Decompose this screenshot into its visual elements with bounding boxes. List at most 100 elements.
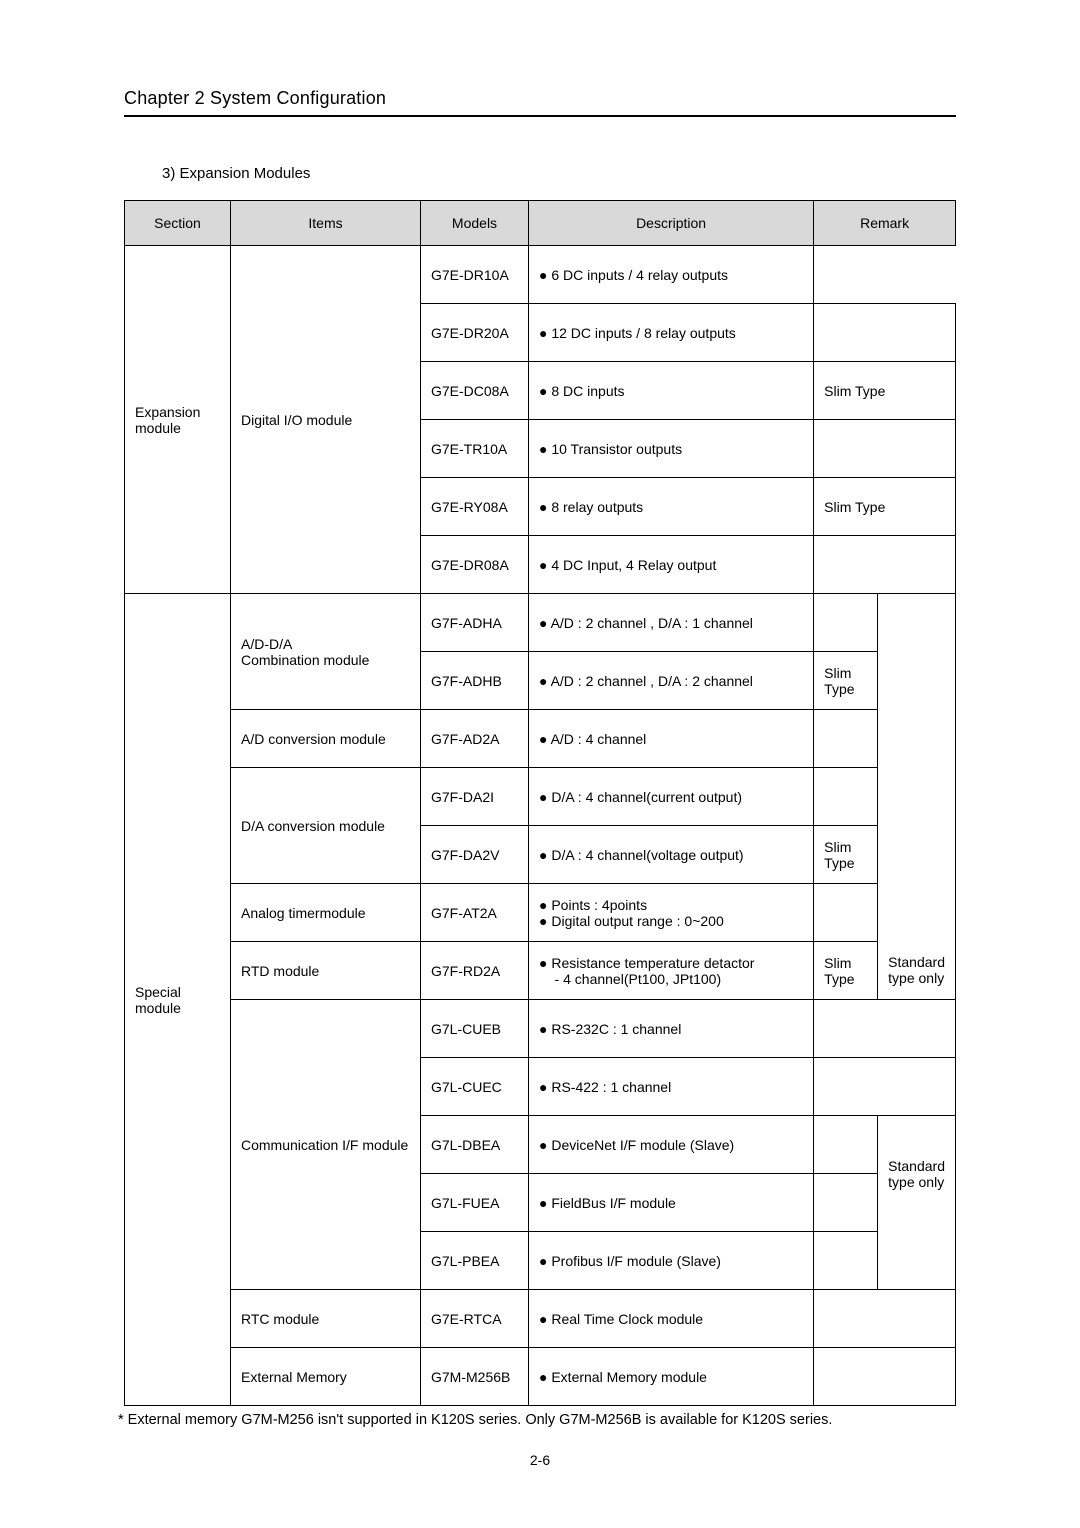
remark-label: Type: [824, 855, 854, 871]
desc-cell: ● A/D : 2 channel , D/A : 2 channel: [529, 652, 814, 710]
model-cell: G7F-AD2A: [421, 710, 529, 768]
model-cell: G7E-DC08A: [421, 362, 529, 420]
desc-label: ● Digital output range : 0~200: [539, 913, 724, 929]
desc-cell: ● Resistance temperature detactor - 4 ch…: [529, 942, 814, 1000]
remark-label: Standard: [888, 954, 945, 970]
model-cell: G7L-CUEC: [421, 1058, 529, 1116]
item-analog-timer: Analog timermodule: [231, 884, 421, 942]
desc-cell: ● D/A : 4 channel(current output): [529, 768, 814, 826]
table-header-row: Section Items Models Description Remark: [125, 201, 956, 246]
remark-cell: [814, 768, 878, 826]
remark-label: Type: [824, 681, 854, 697]
remark-cell: Slim Type: [814, 362, 956, 420]
remark-cell: [814, 536, 956, 594]
remark-cell: [814, 884, 878, 942]
section-label: module: [135, 420, 181, 436]
table-row: Expansion module Digital I/O module G7E-…: [125, 246, 956, 304]
remark-cell: [814, 1174, 878, 1232]
section-label: Expansion: [135, 404, 200, 420]
desc-cell: ● RS-232C : 1 channel: [529, 1000, 814, 1058]
remark-cell: Standard type only: [878, 1116, 956, 1232]
desc-cell: ● 8 relay outputs: [529, 478, 814, 536]
desc-label: - 4 channel(Pt100, JPt100): [539, 971, 721, 987]
remark-cell: [814, 1000, 956, 1058]
desc-cell: ● 10 Transistor outputs: [529, 420, 814, 478]
model-cell: G7M-M256B: [421, 1348, 529, 1406]
remark-cell: [814, 1348, 956, 1406]
item-rtd: RTD module: [231, 942, 421, 1000]
desc-cell: ● D/A : 4 channel(voltage output): [529, 826, 814, 884]
remark-label: Standard: [888, 1158, 945, 1174]
chapter-header: Chapter 2 System Configuration: [124, 88, 956, 117]
remark-label: Slim: [824, 839, 851, 855]
col-section: Section: [125, 201, 231, 246]
desc-cell: ● Profibus I/F module (Slave): [529, 1232, 814, 1290]
col-items: Items: [231, 201, 421, 246]
remark-cell: [814, 710, 878, 768]
model-cell: G7E-TR10A: [421, 420, 529, 478]
model-cell: G7F-RD2A: [421, 942, 529, 1000]
remark-label: type only: [888, 970, 944, 986]
section-label: module: [135, 1000, 181, 1016]
model-cell: G7E-DR08A: [421, 536, 529, 594]
subheading-expansion-modules: 3) Expansion Modules: [162, 165, 956, 182]
item-digital-io: Digital I/O module: [231, 246, 421, 594]
section-label: Special: [135, 984, 181, 1000]
model-cell: G7L-DBEA: [421, 1116, 529, 1174]
model-cell: G7L-CUEB: [421, 1000, 529, 1058]
remark-label: Slim: [824, 955, 851, 971]
desc-cell: ● A/D : 2 channel , D/A : 1 channel: [529, 594, 814, 652]
page-number: 2-6: [0, 1452, 1080, 1468]
page-container: Chapter 2 System Configuration 3) Expans…: [0, 0, 1080, 1428]
model-cell: G7F-AT2A: [421, 884, 529, 942]
model-cell: G7F-DA2V: [421, 826, 529, 884]
model-cell: G7E-RTCA: [421, 1290, 529, 1348]
model-cell: G7E-DR10A: [421, 246, 529, 304]
item-external-memory: External Memory: [231, 1348, 421, 1406]
remark-cell: [814, 1116, 878, 1174]
table-row: Analog timermodule G7F-AT2A ● Points : 4…: [125, 884, 956, 942]
desc-label: ● Points : 4points: [539, 897, 647, 913]
remark-label: Type: [824, 971, 854, 987]
desc-cell: ● External Memory module: [529, 1348, 814, 1406]
remark-cell: [878, 1232, 956, 1290]
item-label: A/D-D/A: [241, 636, 292, 652]
item-communication-if: Communication I/F module: [231, 1000, 421, 1290]
remark-cell: [814, 420, 956, 478]
table-row: Special module A/D-D/A Combination modul…: [125, 594, 956, 652]
item-ad-da-combination: A/D-D/A Combination module: [231, 594, 421, 710]
model-cell: G7F-ADHA: [421, 594, 529, 652]
desc-cell: ● 12 DC inputs / 8 relay outputs: [529, 304, 814, 362]
item-ad-conversion: A/D conversion module: [231, 710, 421, 768]
desc-cell: ● 4 DC Input, 4 Relay output: [529, 536, 814, 594]
remark-cell: Slim Type: [814, 826, 878, 884]
col-description: Description: [529, 201, 814, 246]
desc-cell: ● Real Time Clock module: [529, 1290, 814, 1348]
item-label: Combination module: [241, 652, 369, 668]
table-row: RTD module G7F-RD2A ● Resistance tempera…: [125, 942, 956, 1000]
remark-label: Slim: [824, 665, 851, 681]
model-cell: G7F-ADHB: [421, 652, 529, 710]
desc-label: ● Resistance temperature detactor: [539, 955, 754, 971]
remark-cell: Standard type only: [878, 942, 956, 1000]
table-row: RTC module G7E-RTCA ● Real Time Clock mo…: [125, 1290, 956, 1348]
desc-cell: ● A/D : 4 channel: [529, 710, 814, 768]
table-row: External Memory G7M-M256B ● External Mem…: [125, 1348, 956, 1406]
table-row: Communication I/F module G7L-CUEB ● RS-2…: [125, 1000, 956, 1058]
model-cell: G7E-DR20A: [421, 304, 529, 362]
remark-cell: [878, 594, 956, 942]
remark-cell: [814, 246, 956, 304]
table-row: D/A conversion module G7F-DA2I ● D/A : 4…: [125, 768, 956, 826]
model-cell: G7F-DA2I: [421, 768, 529, 826]
model-cell: G7L-PBEA: [421, 1232, 529, 1290]
remark-cell: [814, 1058, 956, 1116]
desc-cell: ● RS-422 : 1 channel: [529, 1058, 814, 1116]
section-special-module: Special module: [125, 594, 231, 1406]
desc-cell: ● Points : 4points ● Digital output rang…: [529, 884, 814, 942]
remark-cell: [814, 304, 956, 362]
remark-cell: Slim Type: [814, 942, 878, 1000]
remark-cell: Slim Type: [814, 652, 878, 710]
desc-cell: ● 8 DC inputs: [529, 362, 814, 420]
remark-label: type only: [888, 1174, 944, 1190]
footnote: * External memory G7M-M256 isn't support…: [118, 1412, 956, 1428]
